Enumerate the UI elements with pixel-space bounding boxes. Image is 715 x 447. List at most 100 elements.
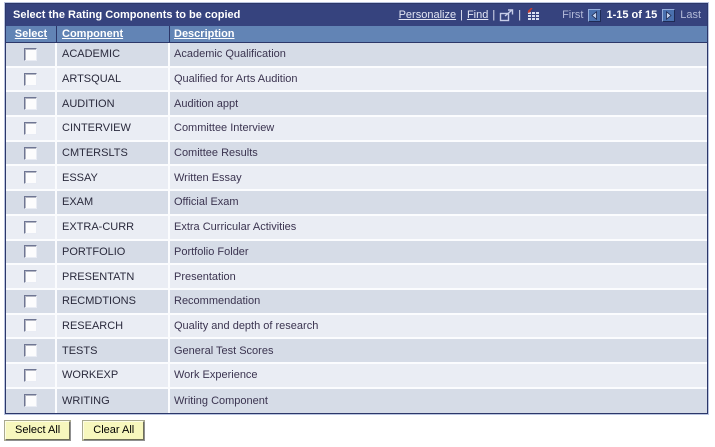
column-header-select: Select — [6, 26, 57, 42]
row-component-cell: EXAM — [57, 191, 170, 214]
row-description-text: Committee Interview — [174, 122, 275, 135]
row-description-text: Recommendation — [174, 295, 261, 308]
column-header-row: Select Component Description — [6, 26, 707, 43]
row-component-text: PORTFOLIO — [62, 245, 126, 258]
separator: | — [518, 9, 522, 21]
row-select-checkbox[interactable] — [24, 245, 37, 259]
grid-pager: First 1-15 of 15 Last — [562, 8, 701, 22]
table-row: WRITING Writing Component — [6, 388, 707, 414]
row-select-checkbox[interactable] — [24, 394, 37, 408]
row-description-text: Audition appt — [174, 97, 239, 110]
table-row: RECMDTIONS Recommendation — [6, 289, 707, 315]
row-select-cell — [6, 141, 57, 165]
table-row: RESEARCH Quality and depth of research — [6, 314, 707, 340]
row-description-cell: Academic Qualification — [170, 43, 707, 66]
row-component-text: WRITING — [62, 394, 110, 407]
row-component-text: RESEARCH — [62, 319, 124, 332]
row-component-text: TESTS — [62, 344, 98, 357]
column-header-component-label[interactable]: Component — [62, 28, 124, 40]
row-component-text: ARTSQUAL — [62, 73, 122, 86]
grid-title: Select the Rating Components to be copie… — [13, 9, 241, 21]
row-description-cell: Official Exam — [170, 191, 707, 214]
row-select-checkbox[interactable] — [24, 171, 37, 185]
row-component-text: EXTRA-CURR — [62, 221, 135, 234]
row-select-checkbox[interactable] — [24, 47, 37, 61]
row-description-text: Portfolio Folder — [174, 245, 249, 258]
row-description-cell: Recommendation — [170, 290, 707, 313]
row-select-checkbox[interactable] — [24, 368, 37, 382]
table-row: CMTERSLTS Comittee Results — [6, 141, 707, 167]
row-select-checkbox[interactable] — [24, 195, 37, 209]
select-all-button[interactable]: Select All — [5, 421, 71, 440]
pager-prev-icon[interactable] — [588, 8, 602, 22]
row-select-cell — [6, 92, 57, 116]
row-description-cell: Audition appt — [170, 92, 707, 115]
row-component-text: CMTERSLTS — [62, 147, 128, 160]
row-component-text: AUDITION — [62, 97, 115, 110]
row-description-cell: Written Essay — [170, 166, 707, 189]
row-select-cell — [6, 215, 57, 239]
row-select-cell — [6, 67, 57, 91]
row-select-cell — [6, 166, 57, 190]
grid-title-bar: Select the Rating Components to be copie… — [6, 4, 707, 26]
row-description-text: General Test Scores — [174, 344, 274, 357]
row-description-cell: Presentation — [170, 265, 707, 288]
row-description-text: Presentation — [174, 270, 236, 283]
row-select-cell — [6, 339, 57, 362]
row-component-cell: ACADEMIC — [57, 43, 170, 66]
row-description-cell: Qualified for Arts Audition — [170, 68, 707, 91]
row-select-checkbox[interactable] — [24, 97, 37, 111]
rating-components-grid: Select the Rating Components to be copie… — [5, 3, 708, 415]
row-component-text: ESSAY — [62, 171, 98, 184]
pager-first[interactable]: First — [562, 9, 584, 21]
row-select-checkbox[interactable] — [24, 72, 37, 86]
row-component-text: PRESENTATN — [62, 270, 135, 283]
row-component-cell: AUDITION — [57, 92, 170, 116]
grid-actions: Select All Clear All — [5, 421, 145, 440]
grid-rows: ACADEMIC Academic Qualification ARTSQUAL… — [6, 43, 707, 414]
column-header-select-label[interactable]: Select — [14, 28, 48, 40]
table-row: PORTFOLIO Portfolio Folder — [6, 240, 707, 266]
row-select-checkbox[interactable] — [24, 146, 37, 160]
row-select-checkbox[interactable] — [24, 319, 37, 333]
row-description-cell: Comittee Results — [170, 142, 707, 165]
row-select-cell — [6, 191, 57, 214]
row-description-text: Work Experience — [174, 369, 258, 382]
column-header-description: Description — [170, 26, 707, 42]
column-header-description-label[interactable]: Description — [174, 28, 235, 40]
row-select-cell — [6, 117, 57, 140]
column-header-component: Component — [57, 26, 170, 42]
table-row: TESTS General Test Scores — [6, 339, 707, 364]
grid-toolbar: Personalize | Find | | — [399, 8, 701, 22]
table-row: AUDITION Audition appt — [6, 92, 707, 118]
row-component-cell: RESEARCH — [57, 314, 170, 338]
find-link[interactable]: Find — [466, 9, 489, 21]
row-description-cell: General Test Scores — [170, 339, 707, 362]
download-grid-icon[interactable] — [525, 8, 540, 22]
row-description-cell: Quality and depth of research — [170, 315, 707, 338]
pager-next-icon[interactable] — [662, 8, 676, 22]
row-select-checkbox[interactable] — [24, 121, 37, 135]
row-component-cell: ARTSQUAL — [57, 67, 170, 91]
table-row: EXAM Official Exam — [6, 191, 707, 216]
row-select-checkbox[interactable] — [24, 294, 37, 308]
row-description-text: Quality and depth of research — [174, 319, 319, 332]
row-component-cell: WRITING — [57, 388, 170, 414]
row-component-cell: PORTFOLIO — [57, 240, 170, 264]
separator: | — [492, 9, 496, 21]
row-component-cell: ESSAY — [57, 166, 170, 190]
pager-last[interactable]: Last — [680, 9, 701, 21]
row-select-checkbox[interactable] — [24, 220, 37, 234]
row-description-text: Qualified for Arts Audition — [174, 73, 298, 86]
row-description-cell: Committee Interview — [170, 117, 707, 140]
row-select-cell — [6, 43, 57, 66]
row-description-text: Official Exam — [174, 196, 239, 209]
clear-all-button[interactable]: Clear All — [83, 421, 145, 440]
personalize-link[interactable]: Personalize — [398, 9, 457, 21]
row-description-text: Extra Curricular Activities — [174, 221, 297, 234]
row-component-cell: EXTRA-CURR — [57, 215, 170, 239]
popout-icon[interactable] — [499, 8, 514, 22]
row-select-checkbox[interactable] — [24, 344, 37, 358]
row-select-checkbox[interactable] — [24, 270, 37, 284]
row-select-cell — [6, 314, 57, 338]
